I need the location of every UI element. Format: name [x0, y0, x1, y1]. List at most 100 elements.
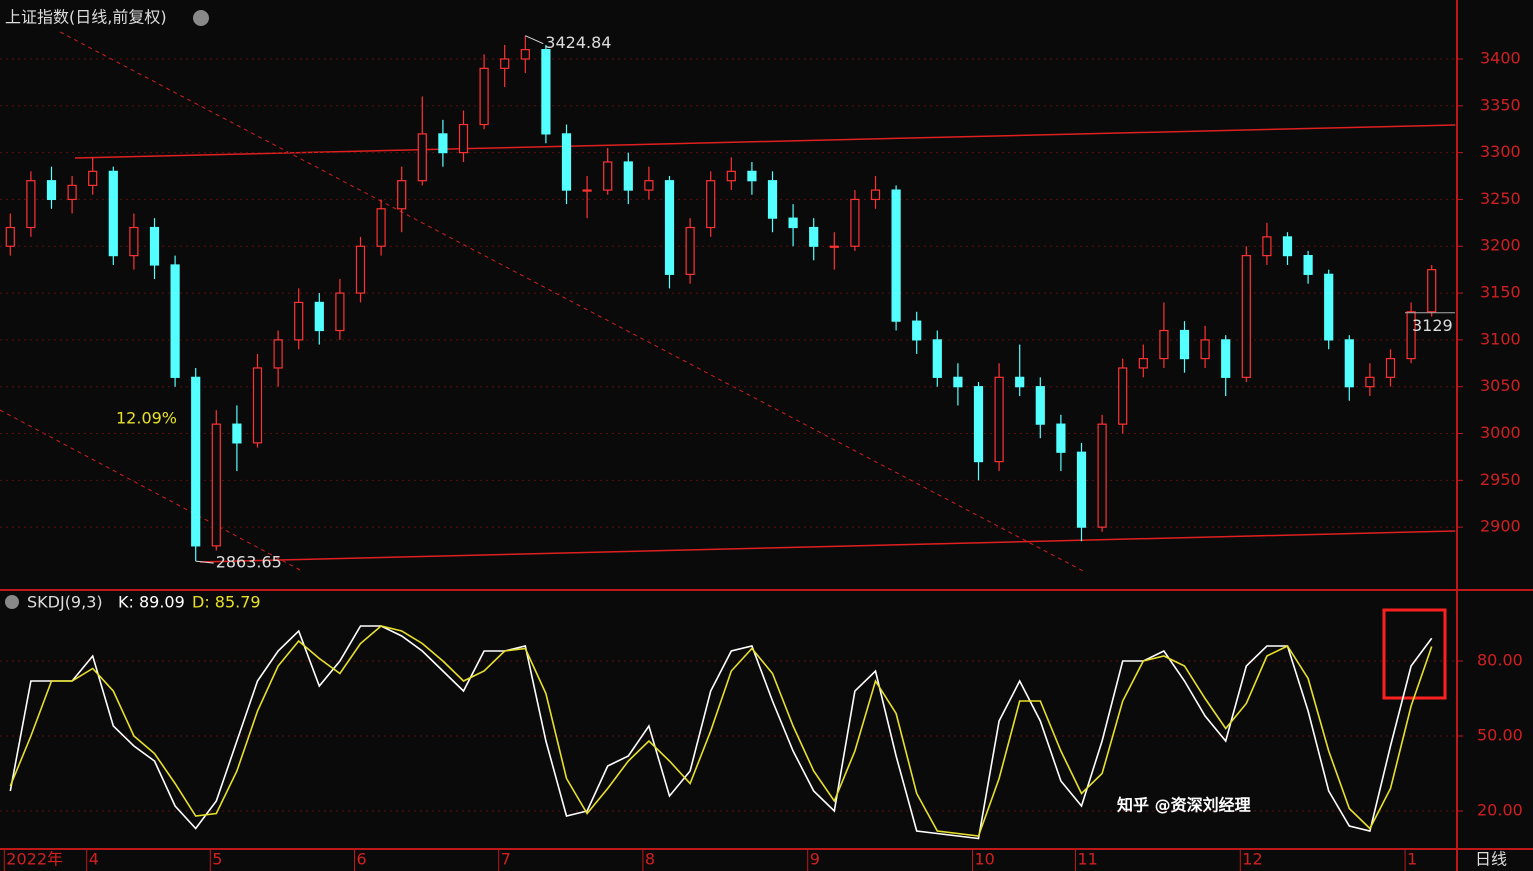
legend-entry: D: 85.79 [192, 593, 261, 612]
candle-body [520, 49, 530, 60]
x-tick-label: 2022年 [6, 850, 63, 869]
candle-body [809, 226, 819, 247]
y-tick-label: 3300 [1480, 142, 1521, 161]
kdj-line [9, 625, 1433, 837]
candle-body [706, 180, 716, 229]
x-tick-label: 6 [357, 850, 367, 869]
candle-body [458, 123, 469, 154]
x-tick-label: 8 [645, 850, 655, 869]
candle-body [788, 217, 798, 229]
candle-body [1200, 339, 1210, 360]
candle-body [1097, 423, 1107, 528]
candle-body [891, 189, 901, 322]
candle-body [1427, 269, 1437, 313]
y-tick-label: 3200 [1480, 236, 1521, 255]
candle-body [561, 133, 572, 191]
dropdown-icon[interactable] [193, 10, 209, 26]
candle-body [376, 208, 386, 247]
candle-body [1159, 329, 1169, 360]
candle-body [438, 133, 448, 154]
trend-line [0, 409, 301, 571]
candle-body [973, 386, 984, 463]
candle-body [88, 170, 98, 186]
candle-body [870, 189, 881, 201]
period-label: 日线 [1475, 850, 1507, 869]
candle-body [932, 339, 942, 378]
candle-body [726, 170, 736, 182]
candle-body [541, 49, 551, 135]
candle-body [1056, 423, 1066, 453]
candle-body [1324, 273, 1334, 341]
x-tick-label: 9 [810, 850, 820, 869]
candle-body [644, 180, 654, 191]
x-tick-label: 5 [212, 850, 222, 869]
y-tick-label: 20.00 [1477, 801, 1523, 820]
candle-body [417, 133, 427, 182]
indicator-title: SKDJ(9,3) [27, 593, 103, 612]
candle-body [1138, 358, 1148, 369]
y-tick-label: 3000 [1480, 423, 1521, 442]
candle-body [273, 339, 283, 369]
candle-body [1035, 386, 1045, 425]
legend-entry: K: 89.09 [118, 593, 185, 612]
candle-body [623, 161, 633, 191]
x-tick-label: 12 [1242, 850, 1262, 869]
trend-line [199, 530, 1456, 563]
x-tick-label: 10 [975, 850, 995, 869]
watermark: 知乎 @资深刘经理 [1117, 796, 1251, 815]
candle-body [170, 264, 180, 378]
y-tick-label: 2900 [1480, 517, 1521, 536]
candle-body [953, 376, 963, 388]
x-tick-label: 7 [501, 850, 511, 869]
candle-body [191, 376, 201, 547]
candle-body [149, 226, 160, 266]
y-tick-label: 3400 [1480, 48, 1521, 67]
y-tick-label: 50.00 [1477, 726, 1523, 745]
candle-body [1344, 339, 1354, 388]
low-pointer [195, 560, 214, 564]
candle-body [767, 180, 778, 219]
candle-body [1179, 329, 1190, 360]
candle-body [500, 58, 510, 69]
candle-body [335, 292, 345, 332]
candle-body [67, 184, 77, 201]
candle-body [397, 180, 407, 210]
candle-body [479, 67, 489, 126]
last-price-label: 3129 [1412, 316, 1453, 335]
candle-body [294, 301, 304, 341]
candle-body [1303, 255, 1313, 275]
x-tick-label: 1 [1407, 850, 1417, 869]
chart-title: 上证指数(日线,前复权) [5, 8, 167, 27]
candle-body [1076, 451, 1087, 528]
y-tick-label: 3250 [1480, 189, 1521, 208]
candle-body [603, 161, 613, 191]
candle-body [850, 198, 860, 247]
candle-body [1118, 367, 1128, 425]
y-tick-label: 2950 [1480, 470, 1521, 489]
candle-body [994, 376, 1004, 463]
low-label: 2863.65 [216, 553, 282, 572]
candle-body [582, 189, 592, 192]
candle-body [664, 180, 675, 275]
candle-body [211, 423, 221, 547]
x-tick-label: 4 [89, 850, 99, 869]
candle-body [252, 367, 263, 444]
candle-body [747, 170, 757, 182]
candle-body [912, 320, 922, 341]
candle-body [1262, 236, 1272, 257]
candle-body [129, 226, 139, 257]
kdj-line [9, 625, 1433, 840]
dropdown-icon[interactable] [5, 595, 19, 609]
high-pointer [525, 35, 544, 45]
annotation: 12.09% [116, 409, 177, 428]
y-tick-label: 3350 [1480, 95, 1521, 114]
candle-body [685, 226, 695, 275]
y-tick-label: 80.00 [1477, 651, 1523, 670]
candle-body [26, 180, 36, 229]
x-tick-label: 11 [1078, 850, 1098, 869]
candle-body [1221, 339, 1231, 378]
candle-body [232, 423, 242, 444]
candle-body [314, 301, 324, 332]
